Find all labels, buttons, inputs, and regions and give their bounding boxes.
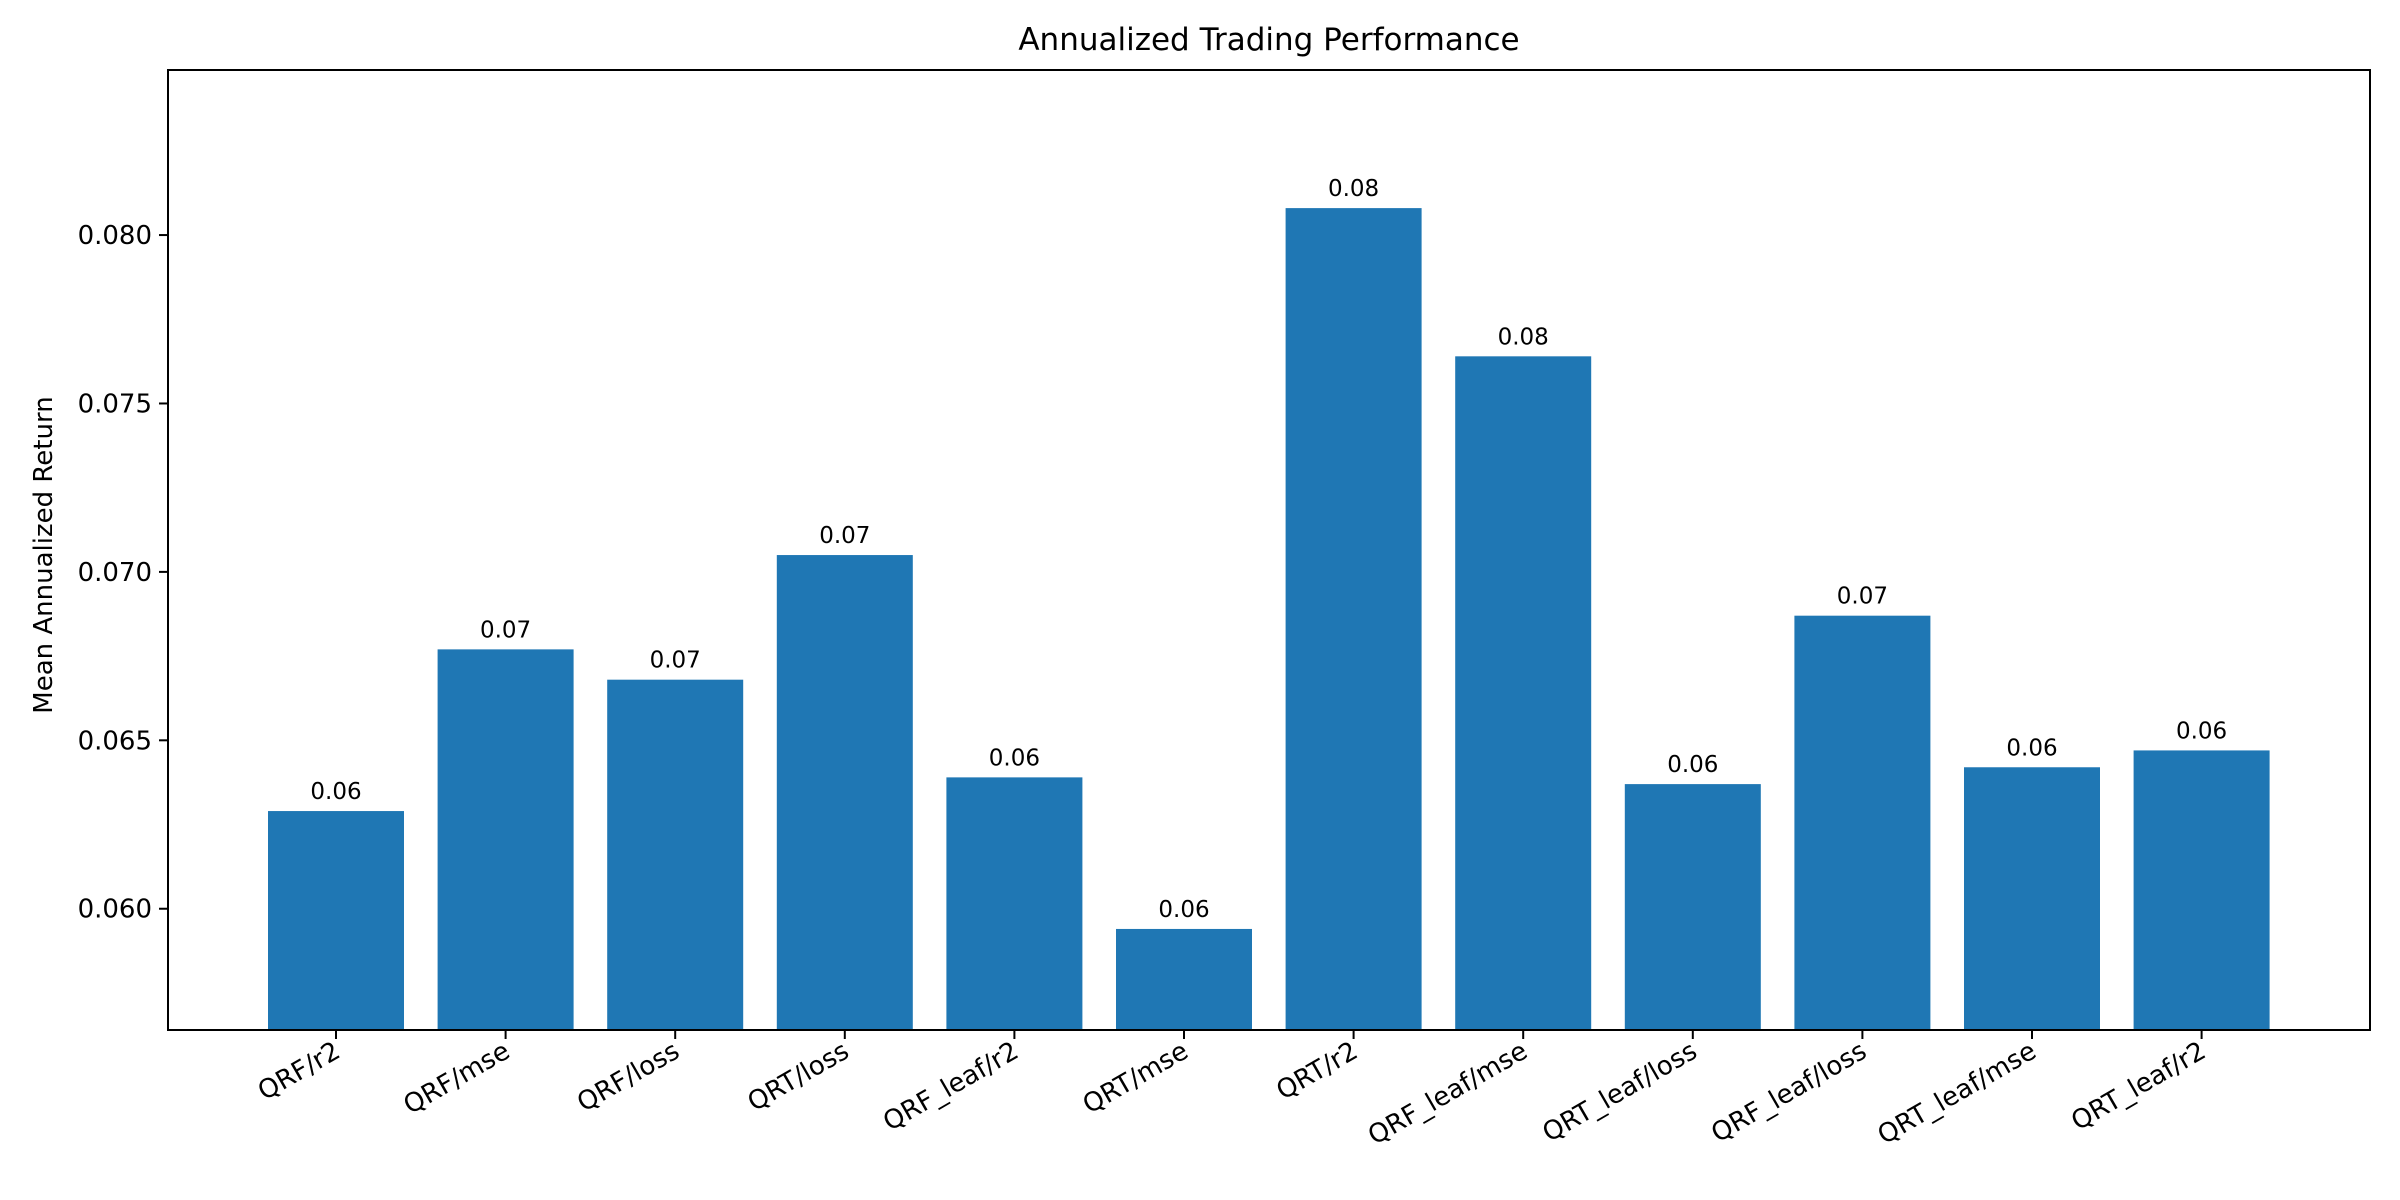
x-tick-label: QRT/mse [1078, 1036, 1194, 1120]
bar-value-label: 0.06 [2176, 718, 2227, 744]
y-tick-label: 0.070 [78, 558, 152, 588]
y-axis-label: Mean Annualized Return [29, 396, 59, 713]
y-tick-label: 0.080 [78, 221, 152, 251]
bar [1624, 784, 1761, 1030]
bar-value-label: 0.07 [1837, 584, 1888, 610]
x-tick-label: QRF/loss [572, 1036, 684, 1118]
bar-value-label: 0.08 [1328, 176, 1379, 202]
x-tick-label: QRT_leaf/loss [1538, 1036, 1703, 1148]
plot-frame [167, 69, 2371, 1031]
x-tick-label: QRF/r2 [253, 1036, 345, 1107]
bar [1455, 356, 1592, 1030]
bar-value-label: 0.07 [819, 523, 870, 549]
bar [1285, 208, 1422, 1030]
x-tick-label: QRF_leaf/mse [1363, 1036, 1533, 1151]
bars-group: 0.06 0.07 0.07 0.07 0.06 0.06 0.08 0.08 0.06 0.07… [268, 176, 2270, 1030]
bar [607, 679, 744, 1030]
x-axis-ticks: QRF/r2 QRF/mse QRF/loss QRT/loss QRF_leaf/r2… [253, 1030, 2211, 1151]
x-tick-label: QRF_leaf/r2 [878, 1036, 1024, 1137]
bar-value-label: 0.06 [310, 779, 361, 805]
bar-value-label: 0.07 [480, 617, 531, 643]
x-tick-label: QRT_leaf/r2 [2066, 1036, 2211, 1137]
bar [437, 649, 574, 1030]
bar [2133, 750, 2270, 1030]
chart-title: Annualized Trading Performance [1018, 22, 1519, 58]
bar-value-label: 0.08 [1498, 324, 1549, 350]
y-tick-label: 0.075 [78, 389, 152, 419]
x-tick-label: QRF/mse [399, 1036, 515, 1121]
x-tick-label: QRT/loss [743, 1036, 855, 1118]
bar-value-label: 0.06 [1158, 897, 1209, 923]
y-tick-label: 0.065 [78, 726, 152, 756]
bar [776, 555, 913, 1030]
bar-value-label: 0.07 [650, 648, 701, 674]
bar [268, 811, 404, 1030]
bar [946, 777, 1083, 1030]
y-tick-label: 0.060 [78, 895, 152, 925]
bar [1116, 928, 1252, 1030]
x-tick-label: QRT_leaf/mse [1873, 1036, 2042, 1151]
x-tick-label: QRF_leaf/loss [1706, 1036, 1871, 1149]
bar-value-label: 0.06 [1667, 752, 1718, 778]
y-axis-ticks: 0.060 0.065 0.070 0.075 0.080 [78, 221, 168, 925]
bar-value-label: 0.06 [989, 745, 1040, 771]
bar [1794, 615, 1931, 1030]
bar-value-label: 0.06 [2006, 735, 2057, 761]
x-tick-label: QRT/r2 [1271, 1036, 1363, 1106]
bar [1964, 767, 2100, 1030]
